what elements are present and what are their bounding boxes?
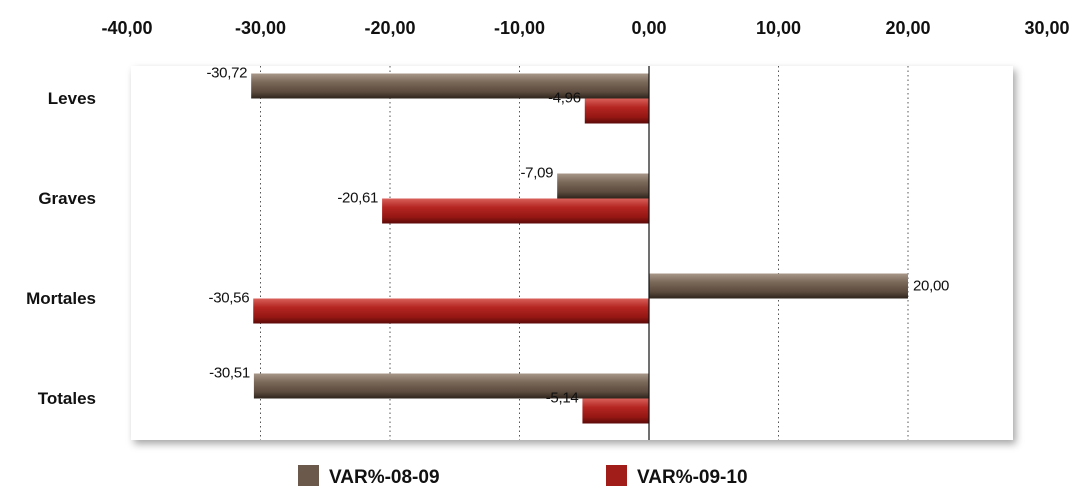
x-tick-label: -20,00 <box>364 18 415 38</box>
category-labels: Leves Graves Mortales Totales <box>26 89 96 408</box>
legend-swatch <box>298 465 319 486</box>
data-label: -30,51 <box>209 365 250 382</box>
legend-label: VAR%-09-10 <box>637 467 748 488</box>
bars <box>251 73 908 424</box>
data-label: -30,72 <box>206 65 247 82</box>
bar <box>582 398 649 424</box>
bar <box>253 298 650 324</box>
x-tick-label: 0,00 <box>631 18 666 38</box>
x-tick-label: -10,00 <box>494 18 545 38</box>
bar <box>584 98 649 124</box>
data-label: -30,56 <box>209 290 250 307</box>
data-label: 20,00 <box>913 278 949 295</box>
legend-swatch <box>606 465 627 486</box>
legend-label: VAR%-08-09 <box>329 467 440 488</box>
data-label: -4,96 <box>548 90 581 107</box>
x-tick-label: 20,00 <box>885 18 930 38</box>
x-axis-tick-labels: -40,00 -30,00 -20,00 -10,00 0,00 10,00 20,00 30… <box>101 18 1069 38</box>
data-label: -20,61 <box>337 190 378 207</box>
data-labels: -30,72 -4,96 -7,09 -20,61 20,00 -30,56 -30,51 -… <box>206 65 949 407</box>
bar <box>382 198 649 224</box>
category-label: Mortales <box>26 289 96 308</box>
bar <box>253 373 649 399</box>
data-label: -7,09 <box>520 165 553 182</box>
category-label: Totales <box>38 389 96 408</box>
bar <box>251 73 649 99</box>
x-tick-label: -40,00 <box>101 18 152 38</box>
legend: VAR%-08-09 VAR%-09-10 <box>298 465 748 488</box>
x-tick-label: 30,00 <box>1024 18 1069 38</box>
x-tick-label: -30,00 <box>235 18 286 38</box>
bar <box>649 273 908 299</box>
x-tick-label: 10,00 <box>756 18 801 38</box>
category-label: Graves <box>38 189 96 208</box>
data-label: -5,14 <box>546 390 579 407</box>
bar <box>557 173 649 199</box>
category-label: Leves <box>48 89 96 108</box>
